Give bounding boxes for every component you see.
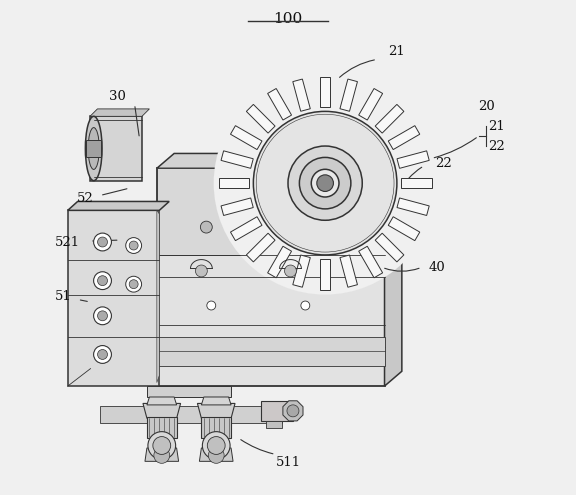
Polygon shape [268,89,291,120]
Polygon shape [68,201,169,210]
Text: 21: 21 [389,46,406,58]
Polygon shape [230,217,262,241]
Polygon shape [401,178,431,188]
Polygon shape [320,259,330,290]
Text: 521: 521 [55,236,80,249]
Circle shape [126,238,142,253]
Polygon shape [202,397,231,405]
Circle shape [129,241,138,250]
Polygon shape [359,247,382,278]
Circle shape [202,432,230,459]
Text: 40: 40 [428,261,445,274]
Circle shape [311,169,339,197]
Circle shape [207,301,216,310]
Circle shape [126,276,142,292]
Circle shape [97,237,108,247]
Circle shape [288,146,362,220]
Polygon shape [219,178,249,188]
Polygon shape [375,104,404,133]
Polygon shape [157,168,385,255]
Circle shape [153,437,170,454]
Polygon shape [320,77,330,107]
Polygon shape [157,168,385,386]
Text: 51: 51 [54,291,71,303]
Circle shape [94,307,111,325]
Text: 511: 511 [275,456,301,469]
Text: 22: 22 [488,140,505,152]
Polygon shape [68,210,160,386]
Polygon shape [268,247,291,278]
Polygon shape [247,104,275,133]
Polygon shape [199,448,233,461]
Polygon shape [221,198,253,215]
Text: 20: 20 [479,100,495,113]
Polygon shape [221,151,253,168]
Circle shape [94,346,111,363]
Circle shape [154,447,170,463]
Polygon shape [283,401,303,421]
Polygon shape [86,140,101,157]
Polygon shape [90,116,142,181]
Circle shape [207,437,225,454]
Polygon shape [147,397,177,405]
Polygon shape [147,386,231,397]
Polygon shape [157,210,160,383]
Polygon shape [247,233,275,262]
Ellipse shape [88,128,99,169]
Circle shape [200,221,213,233]
Polygon shape [202,417,231,438]
Text: 30: 30 [109,90,126,103]
Polygon shape [198,403,235,418]
Ellipse shape [85,116,102,181]
Circle shape [317,175,334,192]
Polygon shape [90,109,149,116]
Polygon shape [293,255,310,287]
Polygon shape [385,153,402,386]
Polygon shape [157,337,385,366]
Circle shape [214,72,437,295]
Polygon shape [293,79,310,111]
Text: 22: 22 [435,157,452,170]
Circle shape [290,221,301,233]
Polygon shape [261,401,293,421]
Polygon shape [147,417,177,438]
Circle shape [97,349,108,359]
Polygon shape [100,406,282,423]
Circle shape [253,111,397,255]
Circle shape [301,301,310,310]
Text: 21: 21 [488,120,505,133]
Polygon shape [375,233,404,262]
Polygon shape [340,79,358,111]
Text: 100: 100 [274,12,302,26]
Circle shape [209,447,224,463]
Polygon shape [397,198,429,215]
Circle shape [94,272,111,290]
Polygon shape [266,421,282,428]
Polygon shape [230,126,262,149]
Circle shape [97,311,108,321]
Text: 52: 52 [77,192,93,204]
Circle shape [195,265,207,277]
Circle shape [287,405,299,417]
Polygon shape [397,151,429,168]
Polygon shape [143,403,181,418]
Polygon shape [388,126,420,149]
Circle shape [300,157,351,209]
Polygon shape [340,255,358,287]
Circle shape [285,265,297,277]
Circle shape [97,276,108,286]
Polygon shape [145,448,179,461]
Polygon shape [157,153,402,168]
Polygon shape [359,89,382,120]
Circle shape [94,233,111,251]
Circle shape [148,432,176,459]
Polygon shape [388,217,420,241]
Circle shape [129,280,138,289]
